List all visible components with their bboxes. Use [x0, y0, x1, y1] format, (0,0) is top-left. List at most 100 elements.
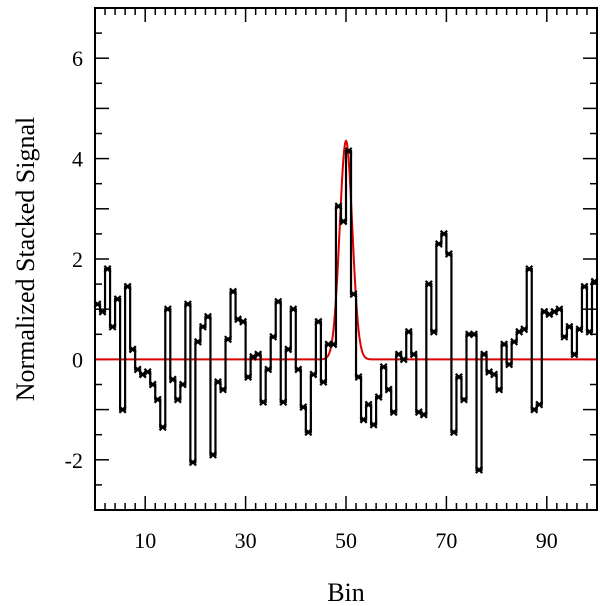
data-point-marker: [168, 375, 177, 384]
data-point-marker: [419, 410, 428, 419]
y-tick-label: 0: [72, 347, 83, 372]
data-point-marker: [128, 345, 137, 354]
data-point-marker: [389, 408, 398, 417]
data-point-marker: [369, 420, 378, 429]
data-point-marker: [470, 330, 478, 339]
x-tick-label: 30: [235, 528, 257, 553]
y-tick-label: -2: [65, 448, 83, 473]
tick-marks: [94, 7, 598, 511]
data-point-marker: [203, 312, 212, 321]
data-point-marker: [259, 398, 268, 407]
data-point-marker: [434, 239, 443, 248]
data-point-marker: [224, 335, 233, 344]
y-tick-label: 2: [72, 247, 83, 272]
data-point-marker: [580, 282, 589, 291]
data-point-marker: [500, 340, 509, 349]
data-point-marker: [309, 370, 318, 379]
data-point-marker: [163, 305, 172, 314]
data-point-marker: [113, 295, 122, 304]
data-point-marker: [585, 327, 594, 336]
data-point-marker: [399, 355, 408, 364]
plot-frame: [94, 7, 598, 511]
data-marker-layer: [93, 147, 599, 474]
data-point-marker: [379, 362, 388, 371]
data-point-marker: [545, 310, 554, 319]
data-point-marker: [214, 378, 222, 386]
data-point-marker: [505, 360, 514, 369]
data-point-marker: [565, 322, 574, 331]
data-point-marker: [550, 307, 559, 316]
y-tick-label: 4: [72, 147, 83, 172]
data-point-marker: [409, 350, 418, 359]
data-point-marker: [575, 325, 584, 334]
data-point-marker: [485, 367, 494, 376]
data-point-marker: [329, 340, 338, 349]
data-point-marker: [289, 305, 298, 314]
data-point-marker: [439, 229, 448, 238]
data-point-marker: [178, 380, 187, 389]
data-point-marker: [515, 327, 524, 336]
x-tick-label: 10: [134, 528, 156, 553]
data-point-marker: [349, 290, 358, 299]
data-point-marker: [560, 332, 569, 341]
gaussian-fit-layer: [95, 139, 597, 361]
data-point-marker: [183, 300, 192, 309]
data-point-marker: [525, 265, 534, 274]
data-point-marker: [520, 325, 529, 334]
data-point-marker: [148, 380, 157, 389]
data-point-marker: [143, 367, 152, 376]
data-point-marker: [153, 395, 162, 404]
data-point-marker: [454, 372, 463, 381]
y-axis-title: Normalized Stacked Signal: [11, 117, 40, 401]
data-point-marker: [193, 337, 202, 346]
data-point-marker: [424, 280, 433, 289]
x-tick-label: 50: [335, 528, 357, 553]
data-point-marker: [188, 458, 197, 467]
data-point-marker: [540, 307, 549, 316]
data-point-marker: [274, 297, 283, 306]
data-point-marker: [284, 345, 293, 354]
data-point-marker: [319, 378, 328, 386]
data-point-marker: [364, 400, 373, 409]
data-point-marker: [304, 428, 313, 437]
data-point-marker: [229, 287, 238, 296]
data-point-marker: [244, 372, 253, 381]
data-point-marker: [173, 395, 182, 404]
data-point-marker: [264, 365, 273, 374]
data-point-marker: [344, 147, 353, 156]
data-point-marker: [249, 352, 258, 361]
data-point-marker: [123, 282, 132, 291]
data-point-marker: [510, 337, 519, 346]
data-point-marker: [555, 305, 564, 314]
data-point-marker: [570, 350, 579, 359]
data-point-marker: [314, 317, 323, 326]
data-step-line: [95, 149, 597, 471]
tick-label-layer: 10 30 50 70 90 -2 0 2 4 6: [65, 46, 558, 553]
data-point-marker: [459, 395, 468, 404]
data-point-marker: [334, 202, 343, 211]
data-point-marker: [138, 370, 147, 379]
data-point-marker: [219, 385, 227, 394]
y-tick-label: 6: [72, 46, 83, 71]
data-point-marker: [354, 372, 363, 381]
data-point-marker: [299, 403, 308, 412]
data-point-marker: [374, 393, 383, 402]
data-point-marker: [254, 350, 263, 359]
data-point-marker: [294, 365, 303, 374]
data-point-marker: [98, 307, 107, 316]
data-point-marker: [404, 327, 413, 336]
data-point-marker: [279, 398, 288, 407]
data-point-marker: [384, 385, 393, 394]
data-point-marker: [449, 428, 458, 437]
data-point-marker: [339, 217, 348, 226]
data-point-marker: [239, 317, 248, 326]
data-point-marker: [269, 332, 278, 341]
data-point-marker: [475, 465, 484, 474]
data-step-layer: [95, 149, 597, 471]
data-point-marker: [359, 415, 368, 424]
data-point-marker: [429, 327, 438, 336]
data-point-marker: [208, 450, 217, 459]
data-point-marker: [490, 370, 499, 379]
